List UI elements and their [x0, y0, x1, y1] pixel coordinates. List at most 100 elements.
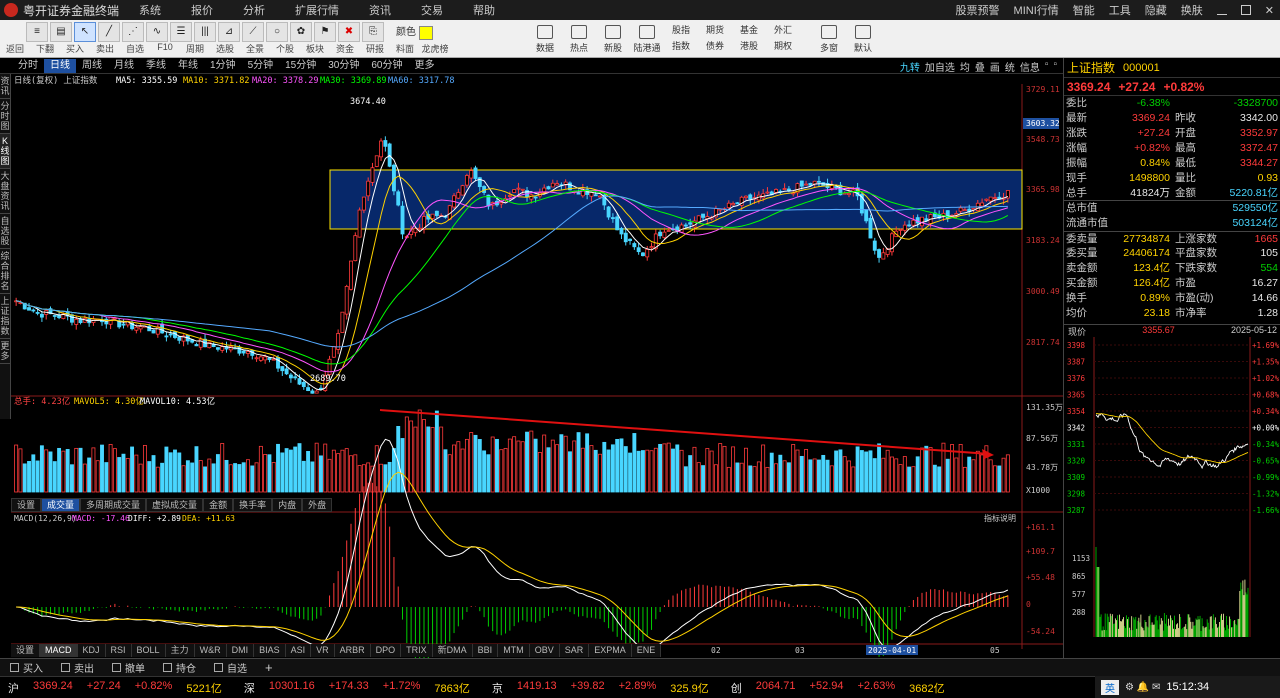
export-icon[interactable]: ⎘ [362, 22, 384, 42]
tb-sector[interactable]: 板块 [305, 44, 324, 54]
shortcut-index[interactable]: 指数 [672, 41, 691, 51]
shortcut-options[interactable]: 期权 [774, 41, 793, 51]
stats-button[interactable]: 统 [1004, 63, 1015, 74]
polyline-icon[interactable]: ⟋ [242, 22, 264, 42]
side-tab[interactable]: 综合排名 [0, 249, 10, 294]
tb-back[interactable]: 返回 [5, 44, 24, 54]
tb-fund[interactable]: 资金 [335, 44, 354, 54]
menu-analysis[interactable]: 分析 [243, 5, 266, 17]
side-tab-active[interactable]: K线图 [0, 134, 10, 169]
vol-tab[interactable]: 金额 [203, 498, 234, 512]
draw-button[interactable]: 画 [989, 63, 1000, 74]
macd-help-link[interactable]: 指标说明 [984, 513, 1016, 523]
indicator-tab[interactable]: 主力 [165, 644, 195, 657]
hlines-icon[interactable]: ☰ [170, 22, 192, 42]
period-tab[interactable]: 60分钟 [371, 59, 403, 71]
line-draw-icon[interactable]: ╱ [98, 22, 120, 42]
indicator-tab[interactable]: BBI [472, 644, 499, 657]
wave-icon[interactable]: ∿ [146, 22, 168, 42]
avg-button[interactable]: 均 [959, 63, 970, 74]
window-min-icon[interactable]: ▫ [1044, 59, 1049, 70]
vol-tab[interactable]: 换手率 [233, 498, 273, 512]
period-tab[interactable]: 年线 [178, 59, 198, 71]
side-tab[interactable]: 自选股 [0, 214, 10, 249]
default-button[interactable]: 默认 [846, 22, 880, 54]
menu-news[interactable]: 资讯 [369, 5, 392, 17]
ticker-item[interactable]: 沪 3369.24 +27.24 +0.82% 5221亿 [8, 680, 222, 696]
period-tab-active[interactable]: 日线 [44, 58, 76, 73]
info-button[interactable]: 信息 [1019, 63, 1040, 74]
period-tab[interactable]: 5分钟 [247, 59, 274, 71]
fan-icon[interactable]: ⊿ [218, 22, 240, 42]
buy-button[interactable]: 买入 [10, 660, 43, 675]
side-tab[interactable]: 资讯 [0, 74, 10, 99]
tb-material[interactable]: 料面 [395, 44, 414, 54]
mini-quote-button[interactable]: MINI行情 [1013, 5, 1059, 17]
line-style-icon[interactable]: ≡ [26, 22, 48, 42]
add-button[interactable]: + [265, 660, 273, 675]
connect-button[interactable]: 陆港通 [630, 22, 664, 54]
indicator-tab[interactable]: DPO [370, 644, 402, 657]
shortcut-futures[interactable]: 期货 [706, 25, 725, 35]
period-tab[interactable]: 30分钟 [328, 59, 360, 71]
tb-f10[interactable]: F10 [157, 42, 173, 52]
tb-period[interactable]: 周期 [185, 44, 204, 54]
indicator-tab[interactable]: W&R [194, 644, 227, 657]
indicator-tab[interactable]: VR [311, 644, 335, 657]
tb-stock[interactable]: 个股 [275, 44, 294, 54]
settings-icon[interactable]: ✿ [290, 22, 312, 42]
ipo-button[interactable]: 新股 [596, 22, 630, 54]
vol-tab[interactable]: 虚拟成交量 [146, 498, 204, 512]
smart-button[interactable]: 智能 [1072, 5, 1095, 17]
tb-panorama[interactable]: 全景 [245, 44, 264, 54]
menu-system[interactable]: 系统 [139, 5, 162, 17]
tb-buy[interactable]: 买入 [65, 44, 84, 54]
tools-button[interactable]: 工具 [1108, 5, 1131, 17]
vol-tab-active[interactable]: 成交量 [41, 498, 81, 512]
tb-research[interactable]: 研报 [365, 44, 384, 54]
indicator-tab[interactable]: MTM [498, 644, 530, 657]
indicator-tab[interactable]: 新DMA [432, 644, 473, 657]
period-tab[interactable]: 15分钟 [285, 59, 317, 71]
menu-trade[interactable]: 交易 [421, 5, 444, 17]
period-tab[interactable]: 分时 [18, 59, 38, 71]
vol-tab[interactable]: 内盘 [272, 498, 303, 512]
bookmark-icon[interactable]: ⚑ [314, 22, 336, 42]
ticker-item[interactable]: 京 1419.13 +39.82 +2.89% 325.9亿 [492, 680, 709, 696]
tb-pagedown[interactable]: 下翻 [35, 44, 54, 54]
overlay-button[interactable]: 叠 [974, 63, 985, 74]
color-swatch[interactable] [419, 26, 433, 40]
menu-help[interactable]: 帮助 [473, 5, 496, 17]
indicator-tab[interactable]: OBV [529, 644, 560, 657]
menu-extended[interactable]: 扩展行情 [295, 5, 340, 17]
indicator-tab[interactable]: EXPMA [589, 644, 632, 657]
vol-tab[interactable]: 多周期成交量 [80, 498, 147, 512]
menu-quote[interactable]: 报价 [191, 5, 214, 17]
watchlist-button[interactable]: 自选 [214, 660, 247, 675]
color-picker[interactable]: 颜色 [396, 22, 433, 44]
indicator-tab[interactable]: 设置 [11, 644, 41, 657]
ticker-item[interactable]: 深 10301.16 +174.33 +1.72% 7863亿 [244, 680, 470, 696]
layout-icon[interactable]: ▤ [50, 22, 72, 42]
period-tab[interactable]: 季线 [146, 59, 166, 71]
indicator-tab[interactable]: BIAS [254, 644, 286, 657]
indicator-tab[interactable]: DMI [226, 644, 255, 657]
shortcut-hk[interactable]: 港股 [740, 41, 759, 51]
tb-watch[interactable]: 自选 [125, 44, 144, 54]
indicator-tab[interactable]: BOLL [131, 644, 166, 657]
vol-tab-settings[interactable]: 设置 [11, 498, 42, 512]
skin-button[interactable]: 换肤 [1180, 5, 1203, 17]
period-tab[interactable]: 月线 [114, 59, 134, 71]
side-tab[interactable]: 大盘资讯 [0, 169, 10, 214]
side-tab[interactable]: 上证指数 [0, 294, 10, 339]
shortcut-forex[interactable]: 外汇 [774, 25, 793, 35]
ticker-item[interactable]: 创 2064.71 +52.94 +2.63% 3682亿 [731, 680, 945, 696]
maximize-icon[interactable] [1240, 5, 1251, 15]
cancel-order-button[interactable]: 撤单 [112, 660, 145, 675]
tb-dragon[interactable]: 龙虎榜 [421, 44, 449, 54]
window-close-icon[interactable]: ▫ [1053, 59, 1057, 70]
add-watch-button[interactable]: 加自选 [924, 63, 955, 74]
shortcut-bonds[interactable]: 债券 [706, 41, 725, 51]
position-button[interactable]: 持仓 [163, 660, 196, 675]
indicator-tab[interactable]: ARBR [334, 644, 371, 657]
